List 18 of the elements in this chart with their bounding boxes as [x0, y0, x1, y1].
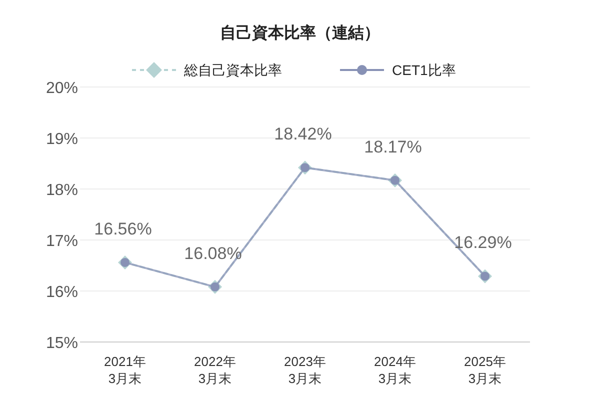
y-tick-label: 17%: [46, 233, 78, 250]
data-label: 18.42%: [274, 124, 332, 144]
data-label: 18.17%: [364, 137, 422, 156]
legend-label: CET1比率: [392, 62, 456, 78]
x-tick-label: 2024年 3月末: [374, 354, 416, 386]
y-tick-label: 20%: [46, 80, 78, 97]
data-label: 16.56%: [94, 219, 152, 238]
x-tick-label: 2023年 3月末: [284, 354, 326, 386]
x-tick-label: 2021年 3月末: [104, 354, 146, 386]
y-tick-label: 16%: [46, 284, 78, 301]
y-tick-label: 15%: [46, 335, 78, 352]
legend-label: 総自己資本比率: [183, 62, 282, 78]
data-label: 16.29%: [454, 233, 512, 252]
y-tick-label: 19%: [46, 131, 78, 148]
y-tick-label: 18%: [46, 182, 78, 199]
x-tick-label: 2025年 3月末: [464, 354, 506, 386]
x-tick-label: 2022年 3月末: [194, 354, 236, 386]
chart-title: 自己資本比率（連結）: [220, 23, 380, 42]
